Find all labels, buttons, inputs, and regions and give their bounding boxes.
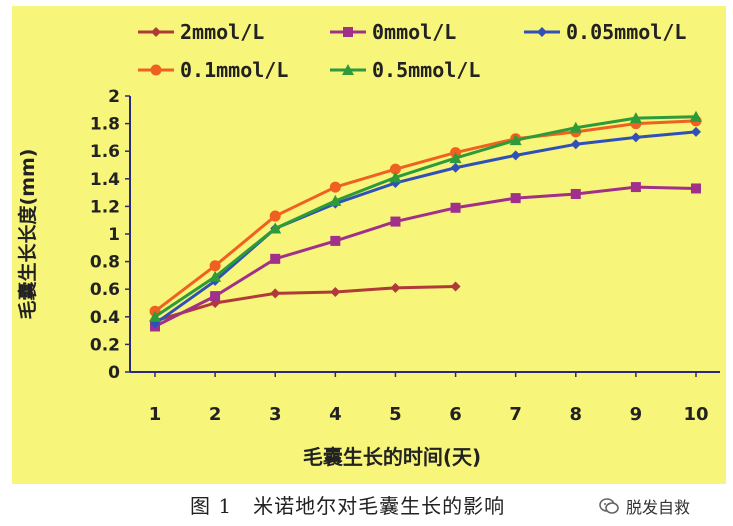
data-point xyxy=(449,152,462,164)
data-point xyxy=(209,270,222,282)
data-point xyxy=(329,181,341,193)
x-tick-label: 6 xyxy=(449,404,462,425)
data-point xyxy=(630,182,641,193)
data-point xyxy=(570,139,581,150)
y-tick-label: 1.8 xyxy=(90,115,120,135)
figure-caption-bar: 图 1 米诺地尔对毛囊生长的影响 脱发自救 xyxy=(0,486,733,526)
data-point xyxy=(510,193,521,204)
x-tick-label: 3 xyxy=(269,404,282,425)
data-point xyxy=(149,310,161,322)
data-point xyxy=(270,288,281,299)
legend-label: 0.5mmol/L xyxy=(372,58,480,82)
legend-label: 2mmol/L xyxy=(180,20,264,44)
legend-label: 0mmol/L xyxy=(372,20,456,44)
x-tick-label: 7 xyxy=(509,404,522,425)
watermark: 脱发自救 xyxy=(598,494,690,518)
legend-label: 0.05mmol/L xyxy=(566,20,686,44)
legend-marker xyxy=(343,27,353,37)
data-point xyxy=(390,282,401,293)
data-point xyxy=(509,134,522,146)
data-point xyxy=(210,291,221,302)
data-point xyxy=(390,216,401,227)
data-point xyxy=(269,222,282,234)
watermark-text: 脱发自救 xyxy=(626,498,691,517)
wechat-icon xyxy=(599,498,619,514)
y-axis-title: 毛囊生长长度(mm) xyxy=(16,149,39,320)
x-axis-title: 毛囊生长的时间(天) xyxy=(303,445,481,469)
data-point xyxy=(691,126,701,137)
figure-caption: 图 1 米诺地尔对毛囊生长的影响 xyxy=(190,494,506,518)
y-tick-label: 2 xyxy=(108,87,120,107)
series-line-4 xyxy=(153,115,698,319)
series-line-3 xyxy=(153,119,698,313)
data-point xyxy=(389,171,402,183)
y-tick-label: 1 xyxy=(108,225,120,245)
data-point xyxy=(330,235,341,246)
y-tick-label: 0.8 xyxy=(90,253,120,273)
data-point xyxy=(450,202,461,213)
data-point xyxy=(389,163,401,175)
data-point xyxy=(269,210,281,222)
line-chart: 0 0.2 0.4 0.6 0.8 1 1.2 1.4 1.6 1.8 2 1 2 3 4 5 6 7 8 9 10 毛囊… xyxy=(12,6,726,484)
data-point xyxy=(570,188,581,199)
data-point xyxy=(691,183,701,194)
series-line-0 xyxy=(153,284,458,323)
legend-marker xyxy=(537,27,547,37)
legend-marker xyxy=(150,64,162,76)
x-tick-label: 1 xyxy=(149,404,162,425)
data-point xyxy=(569,121,582,133)
data-point xyxy=(450,162,461,173)
y-tick-label: 0.2 xyxy=(90,335,120,355)
legend-label: 0.1mmol/L xyxy=(180,58,288,82)
data-point xyxy=(510,150,521,161)
y-tick-label: 1.6 xyxy=(90,142,120,162)
series-line-1 xyxy=(153,185,698,328)
y-tick-label: 0.6 xyxy=(90,280,120,300)
data-point xyxy=(450,281,461,292)
data-point xyxy=(630,132,641,143)
data-point xyxy=(270,253,281,264)
series-line-2 xyxy=(153,130,698,326)
chart-background xyxy=(12,6,726,484)
x-tick-label: 8 xyxy=(570,404,583,425)
x-tick-label: 5 xyxy=(389,404,402,425)
data-point xyxy=(209,260,221,272)
data-point xyxy=(629,112,642,124)
y-tick-label: 0 xyxy=(108,363,120,383)
x-tick-label: 2 xyxy=(209,404,222,425)
legend-marker xyxy=(151,27,161,37)
data-point xyxy=(690,110,702,122)
y-tick-label: 0.4 xyxy=(90,308,120,328)
x-tick-label: 10 xyxy=(683,404,708,425)
data-point xyxy=(330,286,341,297)
y-tick-label: 1.4 xyxy=(90,170,120,190)
x-tick-label: 4 xyxy=(329,404,342,425)
y-tick-label: 1.2 xyxy=(90,197,120,217)
data-point xyxy=(329,194,342,206)
legend-marker xyxy=(342,64,354,75)
x-tick-label: 9 xyxy=(630,404,643,425)
